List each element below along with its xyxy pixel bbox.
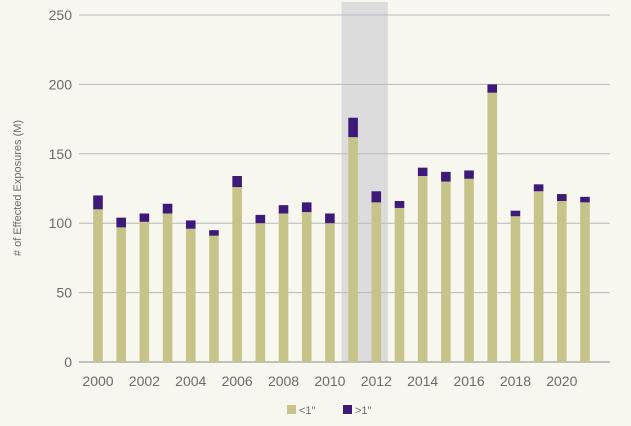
bar-segment-small	[301, 212, 312, 362]
x-tick-label: 2010	[314, 373, 345, 389]
legend: <1" >1"	[287, 405, 372, 417]
bar-segment-small	[185, 228, 196, 362]
bar-segment-small	[209, 235, 219, 362]
bar-segment-large	[580, 196, 590, 203]
x-tick-label: 2004	[175, 373, 206, 389]
legend-swatch	[287, 405, 296, 414]
bar-segment-small	[116, 227, 126, 362]
bar-segment-large	[278, 205, 289, 214]
bar-segment-large	[441, 171, 451, 182]
x-tick-label: 2016	[453, 373, 484, 389]
bar-segment-small	[162, 213, 173, 362]
bar-segment-large	[301, 202, 312, 213]
bar-segment-small	[348, 137, 358, 362]
bar-segment-large	[394, 200, 405, 208]
x-tick-label: 2002	[129, 373, 160, 389]
bar-segment-small	[510, 216, 521, 362]
bar-segment-small	[325, 223, 335, 362]
y-tick-label: 100	[49, 215, 73, 231]
y-axis-label: # of Effected Exposures (M)	[12, 120, 24, 256]
bar-segment-small	[580, 202, 590, 362]
legend-label: >1"	[355, 405, 372, 417]
bar-segment-large	[533, 184, 544, 192]
x-tick-label: 2014	[407, 373, 438, 389]
bar-segment-large	[162, 203, 173, 214]
bar-segment-small	[487, 92, 498, 362]
y-tick-label: 50	[56, 285, 72, 301]
x-axis-ticks: 2000 2002 2004 2006 2008 2010 2012 2014 2016 2018…	[82, 373, 577, 389]
x-tick-label: 2006	[222, 373, 253, 389]
bar-segment-small	[533, 191, 544, 362]
y-tick-label: 200	[49, 76, 73, 92]
bar-segment-large	[139, 213, 150, 222]
bar-segment-small	[464, 178, 474, 362]
y-tick-label: 150	[49, 146, 73, 162]
bar-segment-large	[487, 84, 498, 93]
bar-segment-large	[464, 170, 474, 179]
bars	[93, 84, 590, 362]
bar-segment-large	[510, 210, 521, 217]
bar-segment-small	[371, 202, 382, 362]
bar-segment-large	[209, 230, 219, 236]
bar-segment-large	[255, 214, 266, 224]
bar-segment-small	[557, 200, 567, 362]
x-tick-label: 2008	[268, 373, 299, 389]
bar-segment-large	[93, 195, 103, 210]
bar-segment-large	[371, 191, 382, 203]
x-tick-label: 2000	[82, 373, 113, 389]
legend-swatch	[343, 405, 352, 414]
x-tick-label: 2020	[546, 373, 577, 389]
bar-segment-large	[557, 194, 567, 201]
x-tick-label: 2018	[500, 373, 531, 389]
bar-segment-small	[278, 213, 289, 362]
bar-segment-small	[441, 181, 451, 362]
y-axis-ticks: 0 50 100 150 200 250	[49, 7, 73, 370]
bar-segment-large	[232, 176, 242, 188]
y-tick-label: 250	[49, 7, 73, 23]
bar-segment-small	[394, 207, 405, 362]
bar-segment-small	[232, 187, 242, 362]
bar-segment-large	[325, 213, 335, 224]
bar-segment-small	[93, 209, 103, 362]
y-tick-label: 0	[64, 354, 72, 370]
bar-segment-small	[255, 223, 266, 362]
x-tick-label: 2012	[361, 373, 392, 389]
legend-item: <1"	[287, 405, 316, 417]
legend-label: <1"	[299, 405, 316, 417]
bar-segment-large	[417, 167, 428, 177]
legend-item: >1"	[343, 405, 372, 417]
bar-segment-large	[348, 117, 358, 138]
bar-segment-small	[417, 176, 428, 362]
bar-segment-small	[139, 221, 150, 362]
bar-segment-large	[185, 220, 196, 229]
bar-segment-large	[116, 217, 126, 228]
